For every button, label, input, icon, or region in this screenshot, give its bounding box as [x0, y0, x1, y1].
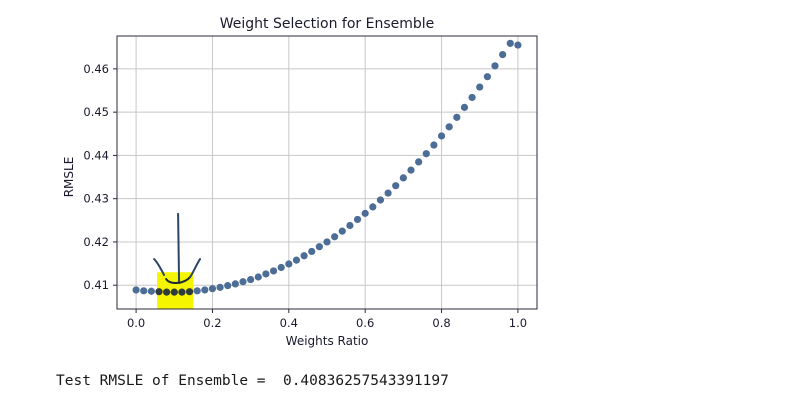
data-point [201, 286, 209, 294]
plot-frame [116, 35, 538, 310]
data-point [506, 39, 514, 47]
y-tick-label: 0.42 [83, 235, 109, 249]
y-tick-label: 0.41 [83, 278, 109, 292]
x-tick-label: 0.0 [127, 316, 145, 330]
x-tick-label: 1.0 [509, 316, 527, 330]
data-point [323, 238, 331, 246]
data-point [170, 288, 178, 296]
data-point [185, 288, 194, 296]
data-point [155, 288, 163, 296]
data-point [514, 41, 522, 49]
data-point [239, 278, 247, 286]
data-point [369, 203, 377, 211]
data-point [277, 263, 285, 272]
data-point [407, 166, 415, 174]
arrow-shaft [177, 212, 181, 285]
data-point [285, 260, 293, 268]
data-point [346, 221, 354, 230]
data-point [476, 83, 484, 91]
data-point [392, 182, 400, 190]
data-point [231, 280, 239, 288]
weight-selection-chart: 0.0 0.2 0.4 0.6 0.8 1.0 0.410.420.430.440.450… [62, 16, 538, 348]
x-tick-label: 0.2 [203, 316, 221, 330]
x-tick-label: 0.6 [356, 316, 374, 330]
data-point [269, 267, 278, 275]
y-axis-ticks: 0.41 0.42 0.43 0.44 0.45 0.46 [83, 62, 117, 292]
data-point [140, 287, 148, 295]
data-point [315, 243, 323, 251]
data-point [147, 287, 155, 295]
data-point [338, 227, 346, 235]
data-point [445, 123, 453, 131]
data-point [491, 62, 499, 70]
y-axis-label: RMSLE [62, 157, 76, 198]
data-point [468, 93, 476, 102]
test-rmsle-output: Test RMSLE of Ensemble = 0.4083625754339… [56, 373, 449, 389]
data-point [300, 252, 308, 260]
y-tick-label: 0.44 [83, 148, 109, 162]
data-point [132, 286, 140, 294]
data-point [430, 141, 438, 149]
arrow-curve [165, 276, 192, 284]
data-point [331, 233, 339, 241]
data-point [422, 150, 430, 158]
data-point [453, 113, 461, 121]
data-point [208, 285, 217, 293]
y-tick-label: 0.45 [83, 105, 109, 119]
data-point [216, 283, 224, 291]
arrow-head-left [153, 258, 166, 277]
data-point [415, 158, 423, 166]
data-point [224, 282, 232, 290]
data-point [353, 215, 362, 224]
x-axis-ticks: 0.0 0.2 0.4 0.6 0.8 1.0 [127, 309, 527, 330]
data-series [132, 39, 522, 296]
data-point [460, 103, 469, 111]
x-tick-label: 0.8 [432, 316, 450, 330]
data-point [262, 270, 270, 278]
data-point [308, 247, 316, 256]
grid [117, 36, 537, 309]
data-point [163, 288, 171, 296]
y-tick-label: 0.46 [83, 62, 109, 76]
x-axis-label: Weights Ratio [286, 334, 369, 348]
x-tick-label: 0.4 [280, 316, 298, 330]
y-tick-label: 0.43 [83, 192, 109, 206]
data-point [376, 196, 385, 204]
data-point [399, 174, 407, 182]
data-point [361, 209, 369, 217]
chart-title: Weight Selection for Ensemble [220, 16, 435, 32]
data-point [247, 275, 255, 284]
data-point [483, 73, 491, 81]
data-point [437, 132, 446, 140]
arrow-head-right [189, 258, 202, 279]
data-point [193, 287, 201, 295]
data-point [292, 256, 301, 264]
arrow-annotation [153, 212, 202, 285]
data-point [178, 288, 186, 296]
data-point [499, 51, 507, 59]
data-point [254, 273, 262, 281]
data-point [384, 189, 392, 197]
